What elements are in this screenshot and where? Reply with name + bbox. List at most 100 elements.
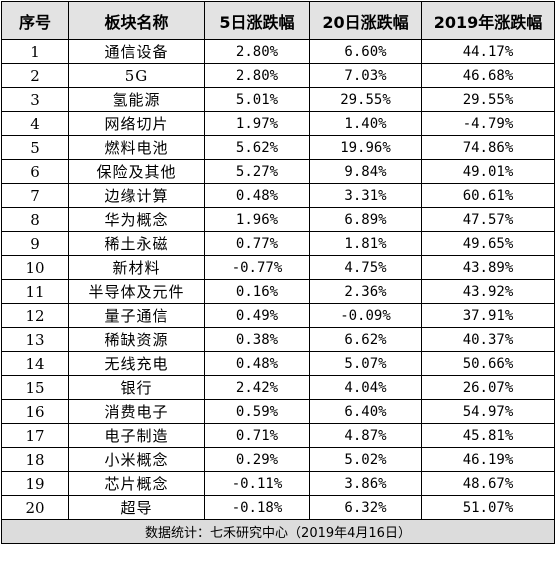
table-row: 7 边缘计算 0.48% 3.31% 60.61% [1, 183, 555, 208]
table-row: 18 小米概念 0.29% 5.02% 46.19% [1, 447, 555, 472]
cell-index: 8 [1, 207, 69, 232]
cell-sector-name: 超导 [68, 495, 205, 520]
cell-index: 4 [1, 111, 69, 136]
cell-ytd-change: 45.81% [421, 423, 555, 448]
cell-index: 16 [1, 399, 69, 424]
cell-20day-change: 29.55% [309, 87, 422, 112]
data-source-note: 数据统计：七禾研究中心（2019年4月16日） [1, 519, 555, 544]
sector-performance-table: 序号 板块名称 5日涨跌幅 20日涨跌幅 2019年涨跌幅 1 通信设备 2.80%… [1, 1, 555, 544]
cell-sector-name: 保险及其他 [68, 159, 205, 184]
cell-5day-change: 0.38% [204, 327, 310, 352]
cell-ytd-change: 49.65% [421, 231, 555, 256]
cell-20day-change: 3.31% [309, 183, 422, 208]
table-row: 9 稀土永磁 0.77% 1.81% 49.65% [1, 231, 555, 256]
table-row: 10 新材料 -0.77% 4.75% 43.89% [1, 255, 555, 280]
table-body: 1 通信设备 2.80% 6.60% 44.17% 2 5G 2.80% 7.03% 46.68%… [1, 39, 555, 520]
cell-ytd-change: 49.01% [421, 159, 555, 184]
cell-index: 9 [1, 231, 69, 256]
cell-5day-change: 2.42% [204, 375, 310, 400]
cell-index: 6 [1, 159, 69, 184]
cell-index: 11 [1, 279, 69, 304]
footer-row: 数据统计：七禾研究中心（2019年4月16日） [1, 519, 555, 544]
cell-sector-name: 芯片概念 [68, 471, 205, 496]
cell-index: 2 [1, 63, 69, 88]
cell-index: 13 [1, 327, 69, 352]
cell-5day-change: 1.97% [204, 111, 310, 136]
cell-index: 18 [1, 447, 69, 472]
cell-20day-change: 6.32% [309, 495, 422, 520]
cell-ytd-change: 37.91% [421, 303, 555, 328]
table-row: 16 消费电子 0.59% 6.40% 54.97% [1, 399, 555, 424]
header-row: 序号 板块名称 5日涨跌幅 20日涨跌幅 2019年涨跌幅 [1, 1, 555, 40]
table-row: 12 量子通信 0.49% -0.09% 37.91% [1, 303, 555, 328]
table-row: 1 通信设备 2.80% 6.60% 44.17% [1, 39, 555, 64]
cell-sector-name: 网络切片 [68, 111, 205, 136]
cell-index: 1 [1, 39, 69, 64]
table-header: 序号 板块名称 5日涨跌幅 20日涨跌幅 2019年涨跌幅 [1, 1, 555, 40]
cell-ytd-change: 74.86% [421, 135, 555, 160]
cell-5day-change: 0.59% [204, 399, 310, 424]
cell-ytd-change: 46.68% [421, 63, 555, 88]
cell-ytd-change: 44.17% [421, 39, 555, 64]
cell-sector-name: 量子通信 [68, 303, 205, 328]
header-index: 序号 [1, 1, 69, 40]
table-row: 19 芯片概念 -0.11% 3.86% 48.67% [1, 471, 555, 496]
cell-5day-change: 0.16% [204, 279, 310, 304]
cell-ytd-change: 46.19% [421, 447, 555, 472]
table-row: 5 燃料电池 5.62% 19.96% 74.86% [1, 135, 555, 160]
cell-ytd-change: 54.97% [421, 399, 555, 424]
cell-5day-change: 2.80% [204, 39, 310, 64]
cell-ytd-change: 51.07% [421, 495, 555, 520]
table-row: 2 5G 2.80% 7.03% 46.68% [1, 63, 555, 88]
table-footer: 数据统计：七禾研究中心（2019年4月16日） [1, 519, 555, 544]
cell-sector-name: 电子制造 [68, 423, 205, 448]
cell-ytd-change: 29.55% [421, 87, 555, 112]
table-row: 8 华为概念 1.96% 6.89% 47.57% [1, 207, 555, 232]
cell-20day-change: 1.40% [309, 111, 422, 136]
cell-20day-change: 6.40% [309, 399, 422, 424]
cell-ytd-change: 60.61% [421, 183, 555, 208]
cell-index: 5 [1, 135, 69, 160]
cell-sector-name: 消费电子 [68, 399, 205, 424]
cell-sector-name: 银行 [68, 375, 205, 400]
cell-index: 19 [1, 471, 69, 496]
cell-sector-name: 通信设备 [68, 39, 205, 64]
cell-5day-change: 0.48% [204, 183, 310, 208]
cell-ytd-change: 47.57% [421, 207, 555, 232]
cell-20day-change: 3.86% [309, 471, 422, 496]
cell-sector-name: 半导体及元件 [68, 279, 205, 304]
cell-index: 7 [1, 183, 69, 208]
cell-5day-change: -0.11% [204, 471, 310, 496]
cell-sector-name: 燃料电池 [68, 135, 205, 160]
cell-sector-name: 边缘计算 [68, 183, 205, 208]
table-row: 6 保险及其他 5.27% 9.84% 49.01% [1, 159, 555, 184]
cell-index: 15 [1, 375, 69, 400]
cell-sector-name: 小米概念 [68, 447, 205, 472]
table-row: 17 电子制造 0.71% 4.87% 45.81% [1, 423, 555, 448]
cell-ytd-change: 48.67% [421, 471, 555, 496]
cell-sector-name: 氢能源 [68, 87, 205, 112]
table-row: 15 银行 2.42% 4.04% 26.07% [1, 375, 555, 400]
cell-sector-name: 新材料 [68, 255, 205, 280]
cell-5day-change: -0.77% [204, 255, 310, 280]
cell-ytd-change: -4.79% [421, 111, 555, 136]
table-row: 11 半导体及元件 0.16% 2.36% 43.92% [1, 279, 555, 304]
table-row: 13 稀缺资源 0.38% 6.62% 40.37% [1, 327, 555, 352]
cell-index: 17 [1, 423, 69, 448]
cell-20day-change: 6.89% [309, 207, 422, 232]
cell-5day-change: 0.77% [204, 231, 310, 256]
cell-index: 14 [1, 351, 69, 376]
cell-20day-change: 6.62% [309, 327, 422, 352]
table-row: 3 氢能源 5.01% 29.55% 29.55% [1, 87, 555, 112]
cell-5day-change: 0.49% [204, 303, 310, 328]
cell-5day-change: 0.29% [204, 447, 310, 472]
cell-5day-change: 5.01% [204, 87, 310, 112]
cell-20day-change: 6.60% [309, 39, 422, 64]
cell-index: 12 [1, 303, 69, 328]
table-row: 14 无线充电 0.48% 5.07% 50.66% [1, 351, 555, 376]
cell-ytd-change: 43.89% [421, 255, 555, 280]
cell-5day-change: 5.62% [204, 135, 310, 160]
header-20day-change: 20日涨跌幅 [309, 1, 422, 40]
cell-index: 10 [1, 255, 69, 280]
header-sector-name: 板块名称 [68, 1, 205, 40]
